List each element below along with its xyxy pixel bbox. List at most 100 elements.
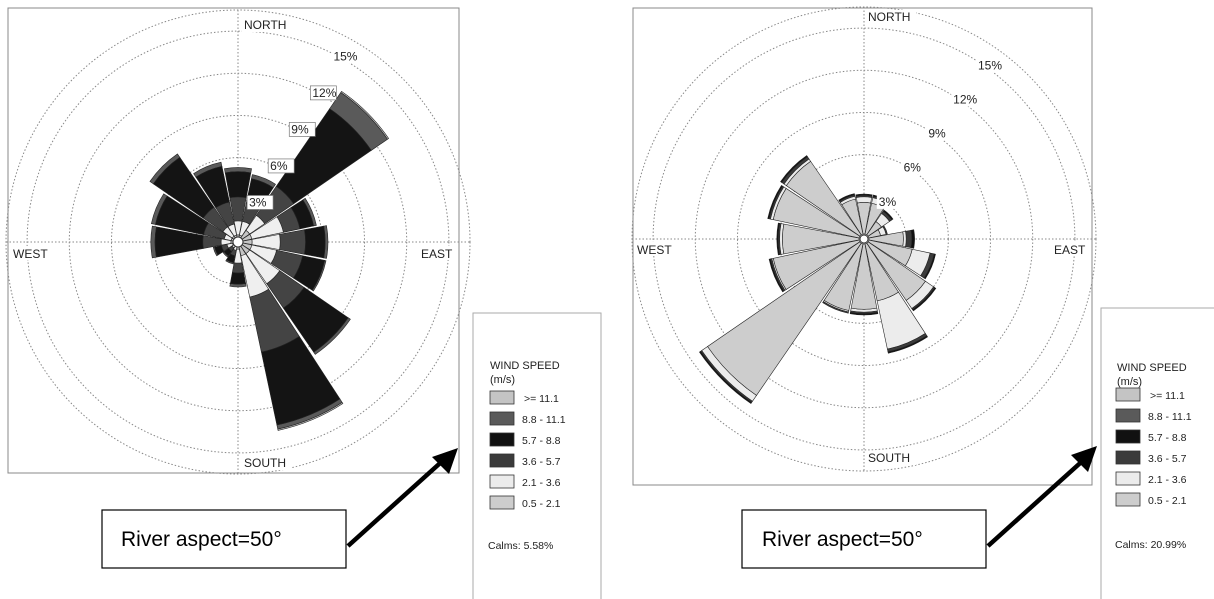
- legend-label: 0.5 - 2.1: [1148, 495, 1187, 507]
- legend-swatch: [1115, 450, 1141, 465]
- annotation-left: River aspect=50°: [101, 448, 458, 569]
- west-label: WEST: [637, 243, 672, 257]
- sector-band: [867, 229, 881, 239]
- legend-label: 0.5 - 2.1: [522, 498, 561, 510]
- sector-band: [772, 188, 861, 239]
- ring-label-bg: [876, 194, 903, 209]
- north-label-bg-right: [866, 10, 916, 24]
- north-label: NORTH: [244, 18, 286, 32]
- legend-label: 5.7 - 8.8: [522, 435, 561, 447]
- legend-items-left: >= 11.1 8.8 - 11.1 5.7 - 8.8 3.6 - 5.7 2.1 -…: [489, 390, 566, 510]
- south-label: SOUTH: [244, 456, 286, 470]
- ring-label-bg: [331, 49, 358, 64]
- sector-band: [224, 171, 252, 199]
- river-aspect-arrow-right: [986, 454, 1090, 548]
- ring-label: 15%: [978, 58, 1002, 72]
- legend-swatch: [1115, 408, 1141, 423]
- ring-label-bg: [310, 85, 337, 101]
- ring-labels-left: 3% 6% 9% 12% 15%: [246, 49, 358, 210]
- east-label-bg-left: [420, 246, 458, 260]
- ring-label: 15%: [333, 49, 357, 63]
- sector-band: [823, 242, 864, 311]
- wind-rose-left: 3% 6% 9% 12% 15% NORTH SOUTH WEST EAST: [5, 7, 471, 475]
- legend-label: 2.1 - 3.6: [522, 477, 561, 489]
- annotation-box-right: [741, 509, 987, 569]
- north-label-bg-left: [242, 18, 292, 32]
- river-aspect-label: River aspect=50°: [762, 528, 923, 551]
- sector-band: [864, 242, 899, 302]
- legend-swatch: [1115, 387, 1141, 402]
- legend-title: WIND SPEED: [490, 360, 560, 372]
- south-label: SOUTH: [868, 451, 910, 465]
- sector-band: [707, 241, 862, 396]
- sector-band: [866, 241, 926, 301]
- south-label-bg-right: [866, 451, 916, 465]
- ring-label-bg: [246, 195, 274, 210]
- south-label-bg-left: [242, 456, 292, 470]
- ring-label: 9%: [291, 122, 309, 136]
- ring-label-bg: [926, 126, 953, 141]
- east-label: EAST: [1054, 243, 1086, 257]
- sector-band: [856, 202, 872, 235]
- legend-swatch: [489, 390, 515, 405]
- legend-label: 3.6 - 5.7: [522, 456, 561, 468]
- sector-band: [772, 239, 861, 290]
- sector-band: [304, 225, 326, 259]
- legend-swatch: [1115, 492, 1141, 507]
- calms-label: Calms: 5.58%: [488, 540, 553, 552]
- legend-label: 8.8 - 11.1: [522, 414, 566, 426]
- ring-label-bg: [901, 160, 928, 175]
- sector-band: [841, 198, 864, 236]
- sector-band: [785, 160, 862, 237]
- legend-title: WIND SPEED: [1117, 362, 1187, 374]
- legend-title-units: (m/s): [490, 374, 515, 386]
- center-circle-left: [232, 236, 244, 248]
- east-label-bg-right: [1053, 242, 1091, 256]
- legend-swatch: [489, 432, 515, 447]
- legend-label: 8.8 - 11.1: [1148, 411, 1192, 423]
- legend-title-units: (m/s): [1117, 376, 1142, 388]
- ring-label: 12%: [953, 92, 977, 106]
- east-label: EAST: [421, 247, 453, 261]
- sector-band: [868, 231, 904, 247]
- sector-band: [850, 243, 878, 310]
- ring-label: 6%: [904, 161, 922, 175]
- sectors-right: [699, 155, 937, 404]
- west-label: WEST: [13, 247, 48, 261]
- legend-right: WIND SPEED (m/s) >= 11.1 8.8 - 11.1 5.7 - …: [1100, 307, 1214, 599]
- ring-label-bg: [267, 158, 295, 174]
- legend-swatch: [489, 411, 515, 426]
- sector-band: [232, 262, 244, 274]
- west-label-bg-right: [636, 242, 680, 256]
- arrow-head-right-icon: [1071, 446, 1097, 472]
- legend-label: 2.1 - 3.6: [1148, 474, 1187, 486]
- river-aspect-arrow-left: [346, 454, 450, 548]
- legend-swatch: [1115, 429, 1141, 444]
- legend-swatch: [489, 495, 515, 510]
- legend-label: >= 11.1: [524, 393, 559, 405]
- legend-label: 3.6 - 5.7: [1148, 453, 1187, 465]
- legend-left: WIND SPEED (m/s) >= 11.1 8.8 - 11.1 5.7 - …: [472, 312, 602, 599]
- sectors-left: [149, 90, 390, 431]
- legend-swatch: [489, 453, 515, 468]
- ring-label-bg: [288, 122, 316, 137]
- annotation-box-left: [101, 509, 347, 569]
- west-label-bg-left: [12, 246, 56, 260]
- wind-rose-right: 3% 6% 9% 12% 15% NORTH SOUTH WEST EAST: [631, 6, 1097, 486]
- sector-band: [855, 196, 873, 204]
- north-label: NORTH: [868, 10, 910, 24]
- sector-band: [866, 221, 882, 237]
- legend-swatch: [1115, 471, 1141, 486]
- ring-label-bg: [975, 58, 1002, 73]
- arrow-head-left-icon: [432, 448, 458, 474]
- ring-label: 3%: [249, 195, 267, 209]
- center-circle-right: [859, 234, 869, 244]
- sector-band: [782, 223, 860, 255]
- sector-band: [229, 272, 247, 285]
- ring-labels-right: 3% 6% 9% 12% 15%: [876, 58, 1002, 209]
- calms-label: Calms: 20.99%: [1115, 539, 1186, 551]
- legend-label: >= 11.1: [1150, 390, 1185, 402]
- legend-label: 5.7 - 8.8: [1148, 432, 1187, 444]
- legend-items-right: >= 11.1 8.8 - 11.1 5.7 - 8.8 3.6 - 5.7 2.1 -…: [1115, 387, 1192, 507]
